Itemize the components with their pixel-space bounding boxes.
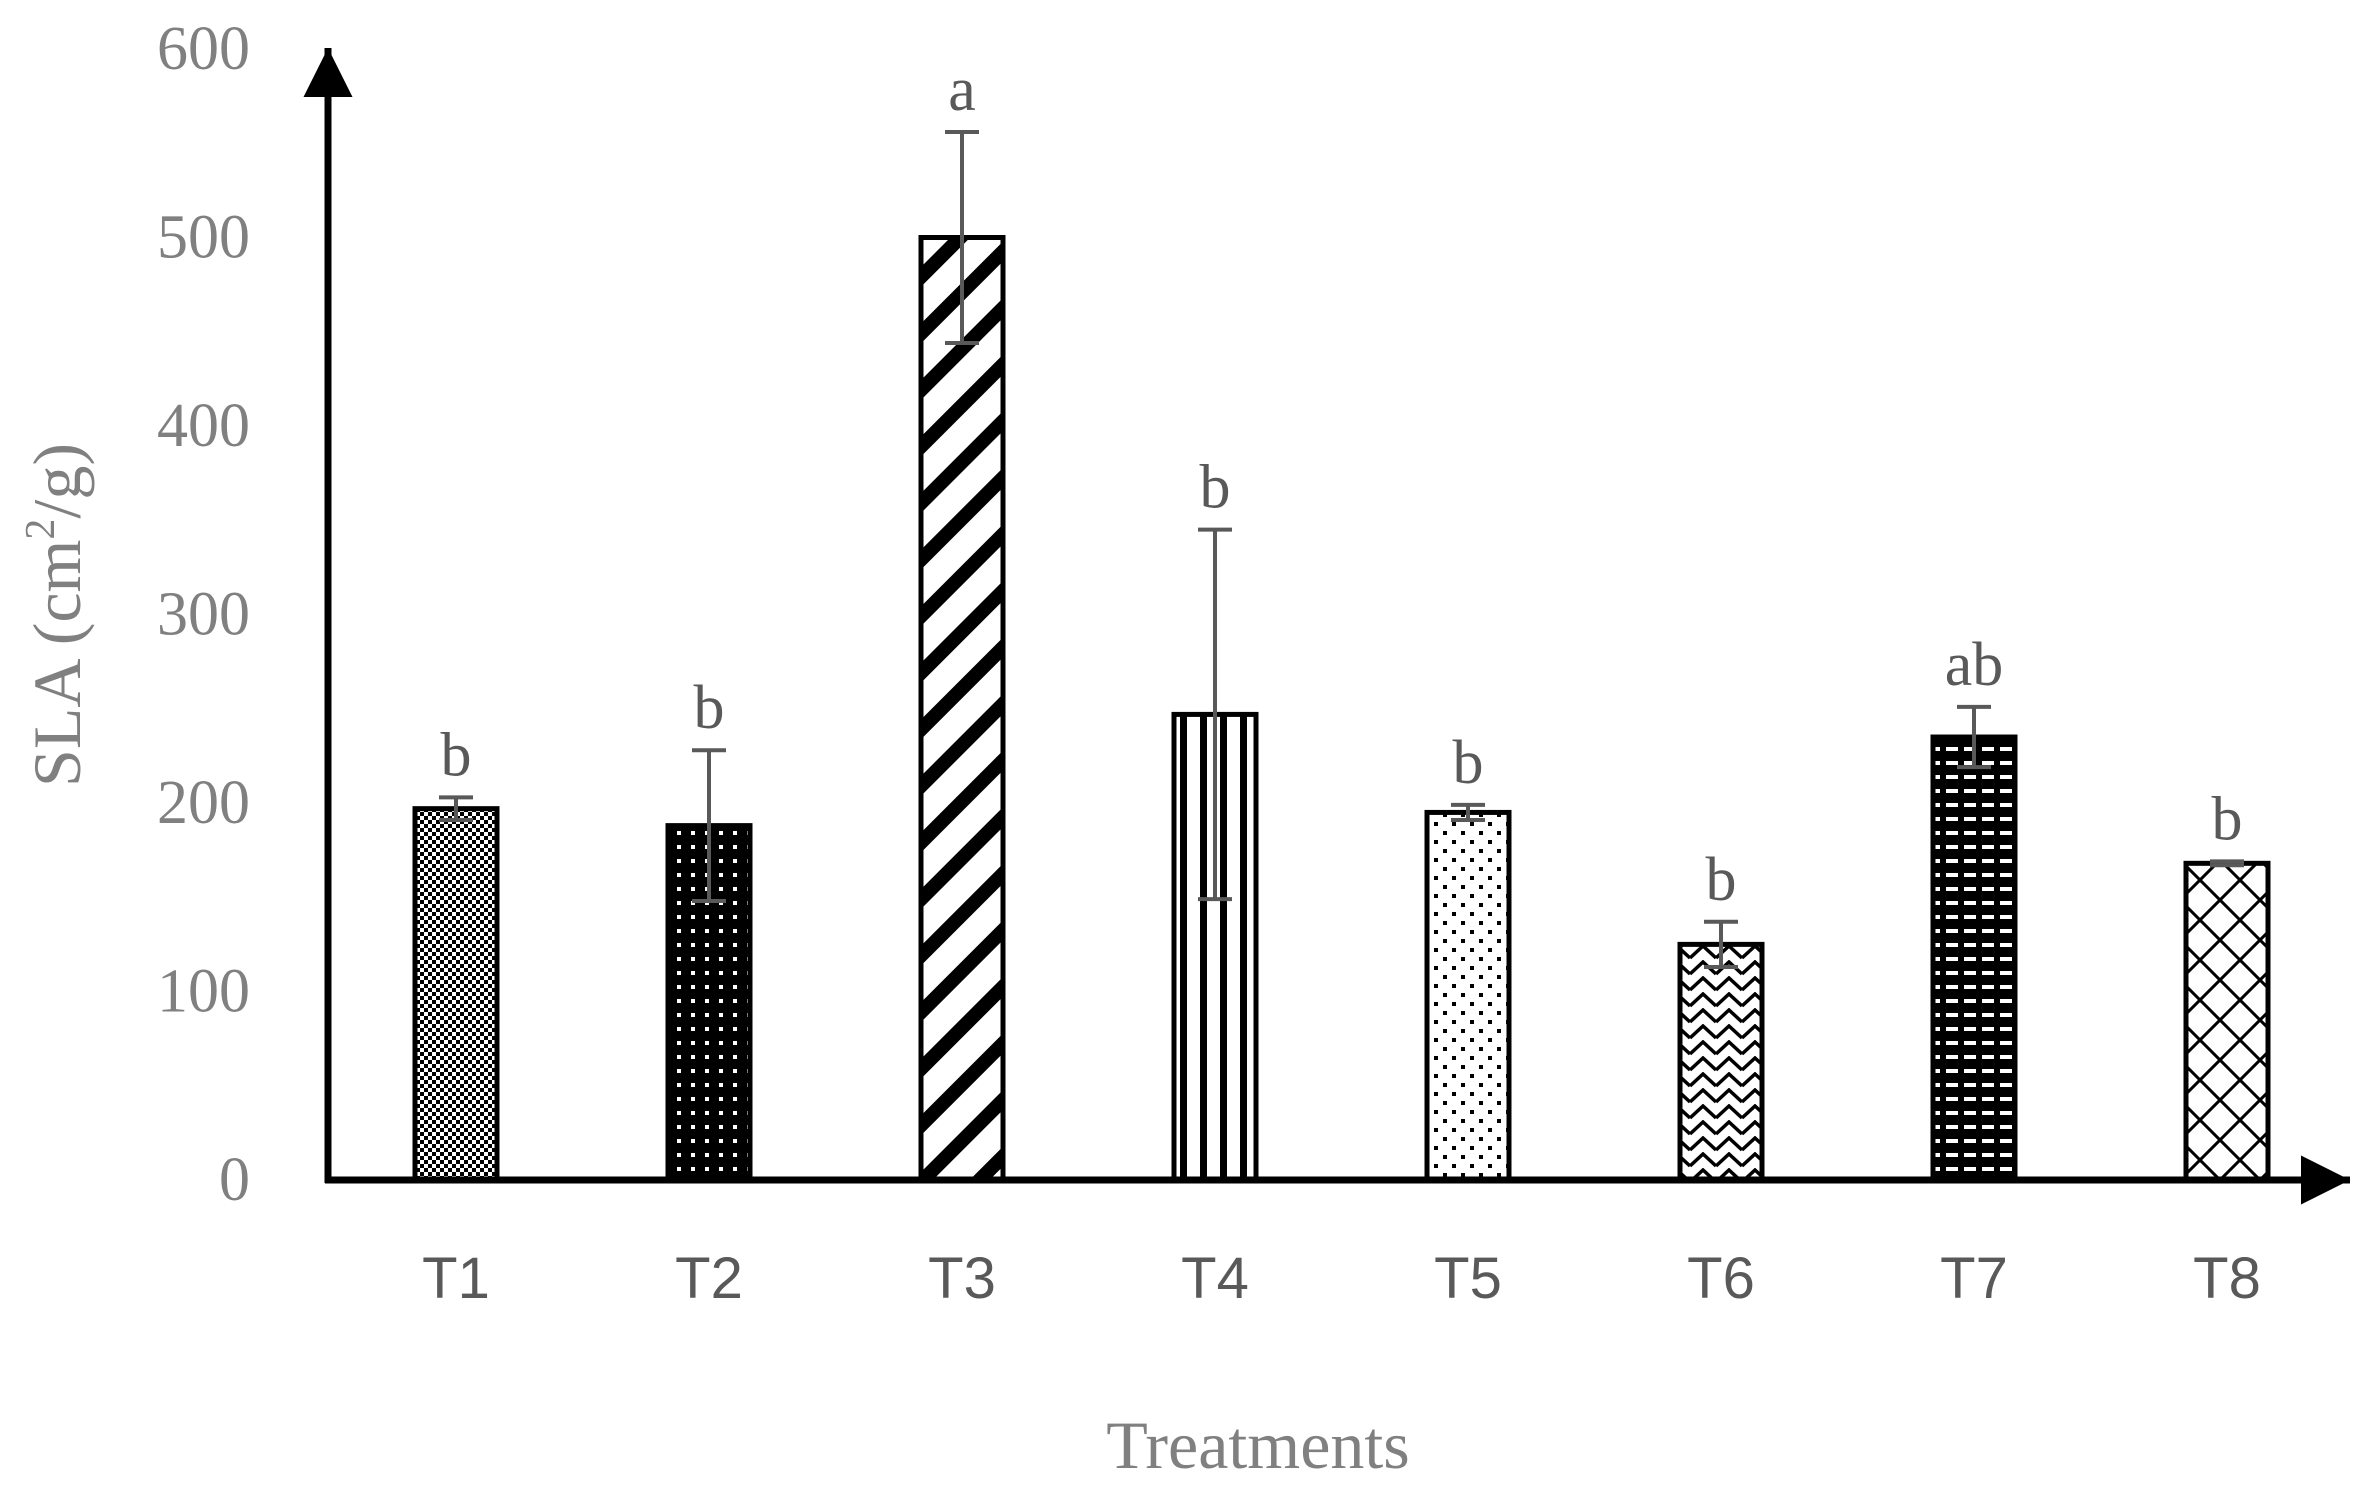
significance-label: b [1453, 729, 1484, 797]
error-bar-t6 [1704, 919, 1738, 969]
y-tick-label: 400 [157, 392, 250, 460]
x-tick-label: T5 [1434, 1246, 1502, 1311]
x-tick-labels: T1 T2 T3 T4 T5 T6 T7 T8 [422, 1246, 2261, 1311]
significance-label: b [441, 721, 472, 789]
y-tick-label: 300 [157, 581, 250, 649]
y-axis-title-superscript: 2 [18, 519, 64, 540]
y-tick-label: 200 [157, 769, 250, 837]
bar-t4 [1171, 711, 1259, 1183]
x-tick-label: T4 [1181, 1246, 1249, 1311]
y-tick-labels: 0 100 200 300 400 500 600 [157, 15, 250, 1214]
error-bar-t4 [1198, 527, 1232, 902]
significance-label: b [1706, 846, 1737, 914]
error-bars-group [439, 129, 2244, 969]
error-bar-t1 [439, 795, 473, 822]
bar-t8 [2183, 860, 2271, 1183]
error-bar-t7 [1957, 704, 1991, 770]
x-tick-label: T3 [928, 1246, 996, 1311]
error-bar-t3 [945, 129, 979, 346]
bar-t3 [918, 235, 1006, 1183]
x-tick-label: T1 [422, 1246, 490, 1311]
y-tick-label: 100 [157, 958, 250, 1026]
y-tick-label: 600 [157, 15, 250, 83]
x-tick-label: T6 [1687, 1246, 1755, 1311]
bar-t6 [1677, 941, 1765, 1183]
bar-t5 [1424, 809, 1512, 1183]
significance-label: b [694, 674, 725, 742]
x-axis-title: Treatments [1106, 1407, 1409, 1483]
x-tick-label: T2 [675, 1246, 743, 1311]
error-bar-t2 [692, 748, 726, 904]
y-axis-title-prefix: SLA (cm [19, 540, 95, 787]
significance-label: a [948, 56, 976, 124]
y-axis-title: SLA (cm2/g) [18, 443, 95, 787]
y-tick-label: 500 [157, 204, 250, 272]
x-tick-label: T8 [2193, 1246, 2261, 1311]
significance-label: ab [1945, 631, 2004, 699]
significance-label: b [1200, 454, 1231, 522]
error-bar-t8 [2210, 859, 2244, 868]
bar-t7 [1930, 734, 2018, 1183]
x-tick-label: T7 [1940, 1246, 2008, 1311]
bar-t1 [412, 806, 500, 1183]
significance-label: b [2212, 785, 2243, 853]
y-tick-label: 0 [219, 1146, 250, 1214]
y-axis-title-suffix: /g) [19, 443, 95, 519]
error-bar-t5 [1451, 802, 1485, 822]
